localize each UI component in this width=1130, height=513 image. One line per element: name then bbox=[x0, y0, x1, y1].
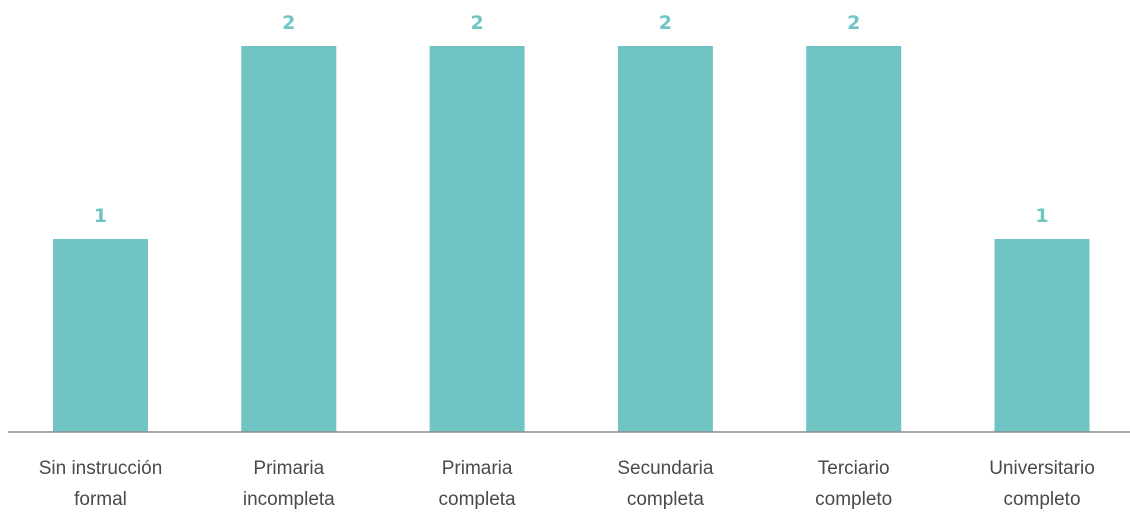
bar-1 bbox=[241, 46, 337, 432]
x-tick-label-5-line-0: Universitario bbox=[989, 458, 1095, 479]
bar-value-label-2: 2 bbox=[470, 12, 483, 34]
x-tick-label-0-line-0: Sin instrucción bbox=[39, 458, 163, 479]
x-tick-label-4: Terciario completo bbox=[815, 458, 892, 510]
x-tick-label-3-line-0: Secundaria bbox=[617, 458, 714, 479]
x-tick-label-4-line-1: completo bbox=[815, 489, 892, 510]
x-tick-label-2: Primaria completa bbox=[439, 458, 517, 510]
bar-value-label-3: 2 bbox=[659, 12, 672, 34]
x-tick-label-1: Primaria incompleta bbox=[243, 458, 335, 510]
x-tick-label-2-line-0: Primaria bbox=[442, 458, 513, 479]
x-tick-label-0-line-1: formal bbox=[74, 489, 127, 510]
x-tick-label-1-line-1: incompleta bbox=[243, 489, 335, 510]
x-tick-label-3-line-1: completa bbox=[627, 489, 705, 510]
bar-value-label-5: 1 bbox=[1035, 205, 1048, 227]
bar-value-label-0: 1 bbox=[94, 205, 107, 227]
bar-2 bbox=[429, 46, 525, 432]
x-tick-label-2-line-1: completa bbox=[439, 489, 517, 510]
x-tick-label-3: Secundaria completa bbox=[617, 458, 714, 510]
x-tick-label-5: Universitario completo bbox=[989, 458, 1095, 510]
bar-0 bbox=[53, 239, 148, 432]
x-tick-label-4-line-0: Terciario bbox=[818, 458, 890, 479]
bar-3 bbox=[617, 46, 713, 432]
bar-value-label-1: 2 bbox=[282, 12, 295, 34]
x-tick-label-1-line-0: Primaria bbox=[253, 458, 324, 479]
data-labels-group: 1 2 2 2 2 1 bbox=[94, 12, 1049, 227]
x-tick-label-0: Sin instrucción formal bbox=[39, 458, 163, 510]
bar-4 bbox=[806, 46, 902, 432]
bar-5 bbox=[994, 239, 1090, 432]
x-tick-label-5-line-1: completo bbox=[1003, 489, 1080, 510]
bars-group bbox=[53, 46, 1090, 432]
bar-value-label-4: 2 bbox=[847, 12, 860, 34]
